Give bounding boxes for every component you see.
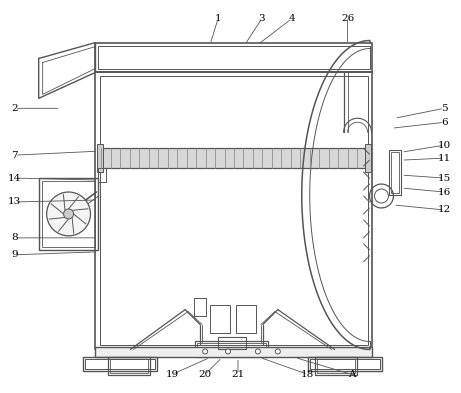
Text: 20: 20 (199, 370, 212, 379)
Text: 21: 21 (231, 370, 245, 379)
Text: 18: 18 (301, 370, 314, 379)
Bar (83, 357, 157, 371)
Bar (317, 360, 355, 373)
Bar (39, 178, 99, 250)
Text: A: A (348, 370, 355, 379)
Text: 3: 3 (259, 14, 265, 23)
Bar (197, 343, 266, 355)
Bar (195, 342, 268, 357)
Bar (95, 347, 372, 357)
Text: 9: 9 (12, 250, 18, 259)
Bar (365, 144, 371, 172)
Text: 15: 15 (437, 174, 451, 183)
Text: 19: 19 (165, 370, 179, 379)
Bar (390, 150, 402, 195)
Bar (308, 357, 383, 371)
Circle shape (47, 192, 90, 236)
Text: 8: 8 (12, 233, 18, 242)
Bar (95, 72, 372, 349)
Bar (41, 181, 95, 247)
Bar (100, 76, 367, 345)
Bar (194, 298, 206, 316)
Circle shape (202, 349, 207, 354)
Circle shape (255, 349, 260, 354)
Text: 7: 7 (12, 151, 18, 160)
Text: 6: 6 (441, 118, 448, 127)
Bar (108, 357, 150, 375)
Text: 26: 26 (341, 14, 354, 23)
Bar (99, 46, 370, 70)
Text: 2: 2 (12, 104, 18, 113)
Bar (210, 305, 230, 332)
Bar (111, 360, 148, 373)
Text: 14: 14 (8, 174, 21, 183)
Bar (84, 360, 155, 369)
Bar (97, 144, 103, 172)
Bar (218, 338, 246, 349)
Text: 16: 16 (437, 187, 451, 196)
Circle shape (275, 349, 280, 354)
Text: 1: 1 (215, 14, 221, 23)
Bar (99, 168, 106, 182)
Bar (391, 152, 399, 193)
Bar (236, 305, 256, 332)
Text: 10: 10 (437, 141, 451, 150)
Text: 13: 13 (8, 197, 21, 206)
Text: 11: 11 (437, 154, 451, 163)
Circle shape (225, 349, 230, 354)
Bar (100, 148, 367, 168)
Bar (95, 42, 372, 72)
Text: 12: 12 (437, 206, 451, 215)
Circle shape (64, 209, 74, 219)
Text: 4: 4 (289, 14, 295, 23)
Bar (315, 357, 356, 375)
Bar (100, 148, 367, 168)
Text: 5: 5 (441, 104, 448, 113)
Bar (310, 360, 380, 369)
